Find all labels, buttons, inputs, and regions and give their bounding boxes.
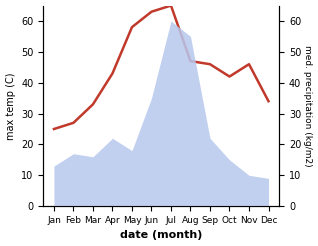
Y-axis label: med. precipitation (kg/m2): med. precipitation (kg/m2) (303, 45, 313, 167)
X-axis label: date (month): date (month) (120, 231, 203, 240)
Y-axis label: max temp (C): max temp (C) (5, 72, 16, 140)
